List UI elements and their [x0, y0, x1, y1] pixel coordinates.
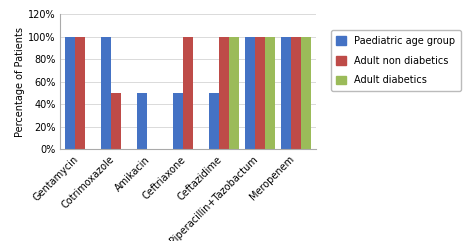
Bar [219, 37, 228, 149]
Bar [208, 93, 219, 149]
Bar [182, 37, 193, 149]
Bar [280, 37, 290, 149]
Bar [101, 37, 111, 149]
Legend: Paediatric age group, Adult non diabetics, Adult diabetics: Paediatric age group, Adult non diabetic… [330, 30, 460, 91]
Bar [228, 37, 238, 149]
Bar [264, 37, 274, 149]
Bar [65, 37, 75, 149]
Bar [254, 37, 264, 149]
Bar [111, 93, 121, 149]
Bar [172, 93, 182, 149]
Bar [290, 37, 300, 149]
Bar [244, 37, 254, 149]
Y-axis label: Percentage of Patients: Percentage of Patients [15, 27, 25, 137]
Bar [300, 37, 310, 149]
Bar [137, 93, 147, 149]
Bar [75, 37, 85, 149]
